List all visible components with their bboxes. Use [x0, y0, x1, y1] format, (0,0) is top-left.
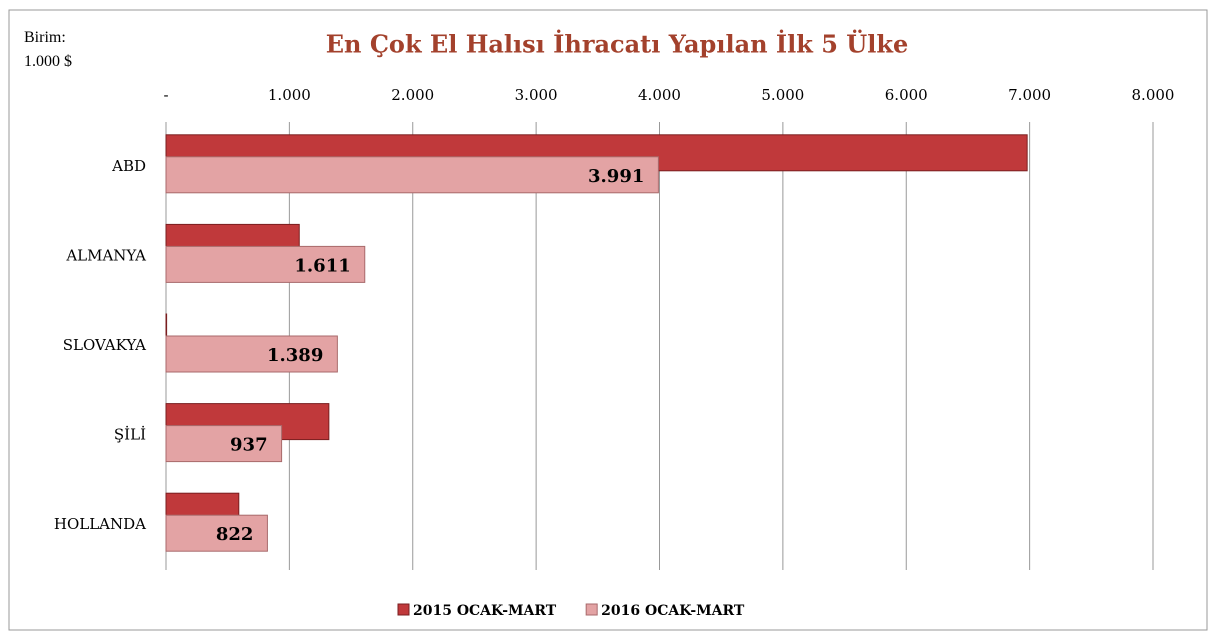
y-tick-label: ALMANYA — [65, 246, 146, 264]
x-tick-label: 7.000 — [1008, 86, 1051, 104]
value-label: 1.389 — [267, 345, 323, 366]
chart-title: En Çok El Halısı İhracatı Yapılan İlk 5 … — [326, 30, 909, 59]
unit-label: 1.000 $ — [24, 53, 72, 70]
value-label: 937 — [230, 435, 268, 456]
x-tick-label: - — [163, 86, 168, 104]
y-tick-label: HOLLANDA — [54, 515, 146, 533]
legend-swatch — [585, 603, 598, 616]
bar — [165, 156, 659, 194]
bar — [165, 425, 283, 463]
bar — [165, 335, 338, 373]
value-label: 1.611 — [294, 255, 350, 276]
x-tick-label: 3.000 — [515, 86, 558, 104]
x-tick-label: 4.000 — [638, 86, 681, 104]
unit-label: Birim: — [24, 29, 66, 46]
x-tick-label: 2.000 — [391, 86, 434, 104]
legend-label: 2016 OCAK-MART — [601, 603, 745, 619]
value-label: 822 — [216, 524, 254, 545]
y-tick-label: SLOVAKYA — [63, 336, 146, 354]
legend-label: 2015 OCAK-MART — [413, 603, 557, 619]
x-tick-label: 1.000 — [268, 86, 311, 104]
y-tick-label: ABD — [111, 157, 146, 175]
y-tick-label: ŞİLİ — [114, 426, 146, 444]
legend-swatch — [397, 603, 410, 616]
bar — [165, 245, 366, 283]
bar — [165, 514, 268, 552]
x-tick-label: 6.000 — [885, 86, 928, 104]
x-tick-label: 5.000 — [761, 86, 804, 104]
x-tick-label: 8.000 — [1132, 86, 1175, 104]
value-label: 3.991 — [588, 166, 644, 187]
